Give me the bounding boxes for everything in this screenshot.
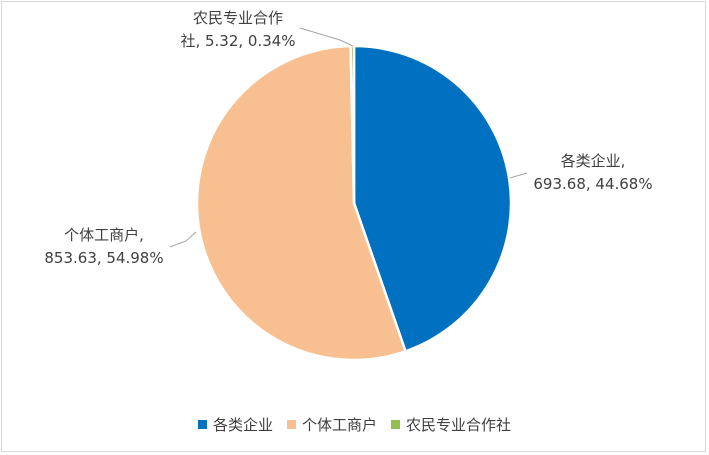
pie-slices xyxy=(195,44,513,362)
pie-slice-qiye xyxy=(352,44,513,353)
leader-lines xyxy=(169,27,528,248)
leader-line-hezuoshe xyxy=(299,27,354,47)
data-label-qiye-name: 各类企业, xyxy=(561,152,626,170)
leader-line-geti xyxy=(169,231,197,248)
legend-item-hezuoshe: 农民专业合作社 xyxy=(391,414,511,435)
legend-swatch-geti xyxy=(286,419,296,429)
legend-label-geti: 个体工商户 xyxy=(301,415,377,434)
legend: 各类企业 个体工商户 农民专业合作社 xyxy=(0,412,709,436)
data-labels: 各类企业, 693.68, 44.68% 个体工商户, 853.63, 54.9… xyxy=(44,9,652,267)
legend-label-qiye: 各类企业 xyxy=(212,415,273,434)
data-label-qiye-value: 693.68, 44.68% xyxy=(533,175,652,193)
legend-swatch-qiye xyxy=(197,419,207,429)
data-label-hezuoshe-value: 社, 5.32, 0.34% xyxy=(180,32,295,50)
data-label-geti-value: 853.63, 54.98% xyxy=(44,249,163,267)
data-label-geti-name: 个体工商户, xyxy=(64,226,144,244)
legend-swatch-hezuoshe xyxy=(391,419,400,429)
legend-item-geti: 个体工商户 xyxy=(286,414,377,435)
pie-slice-geti xyxy=(195,44,407,362)
data-label-hezuoshe-name: 农民专业合作 xyxy=(193,9,283,27)
legend-label-hezuoshe: 农民专业合作社 xyxy=(406,415,512,434)
legend-item-qiye: 各类企业 xyxy=(197,414,273,435)
leader-line-qiye xyxy=(509,172,528,179)
